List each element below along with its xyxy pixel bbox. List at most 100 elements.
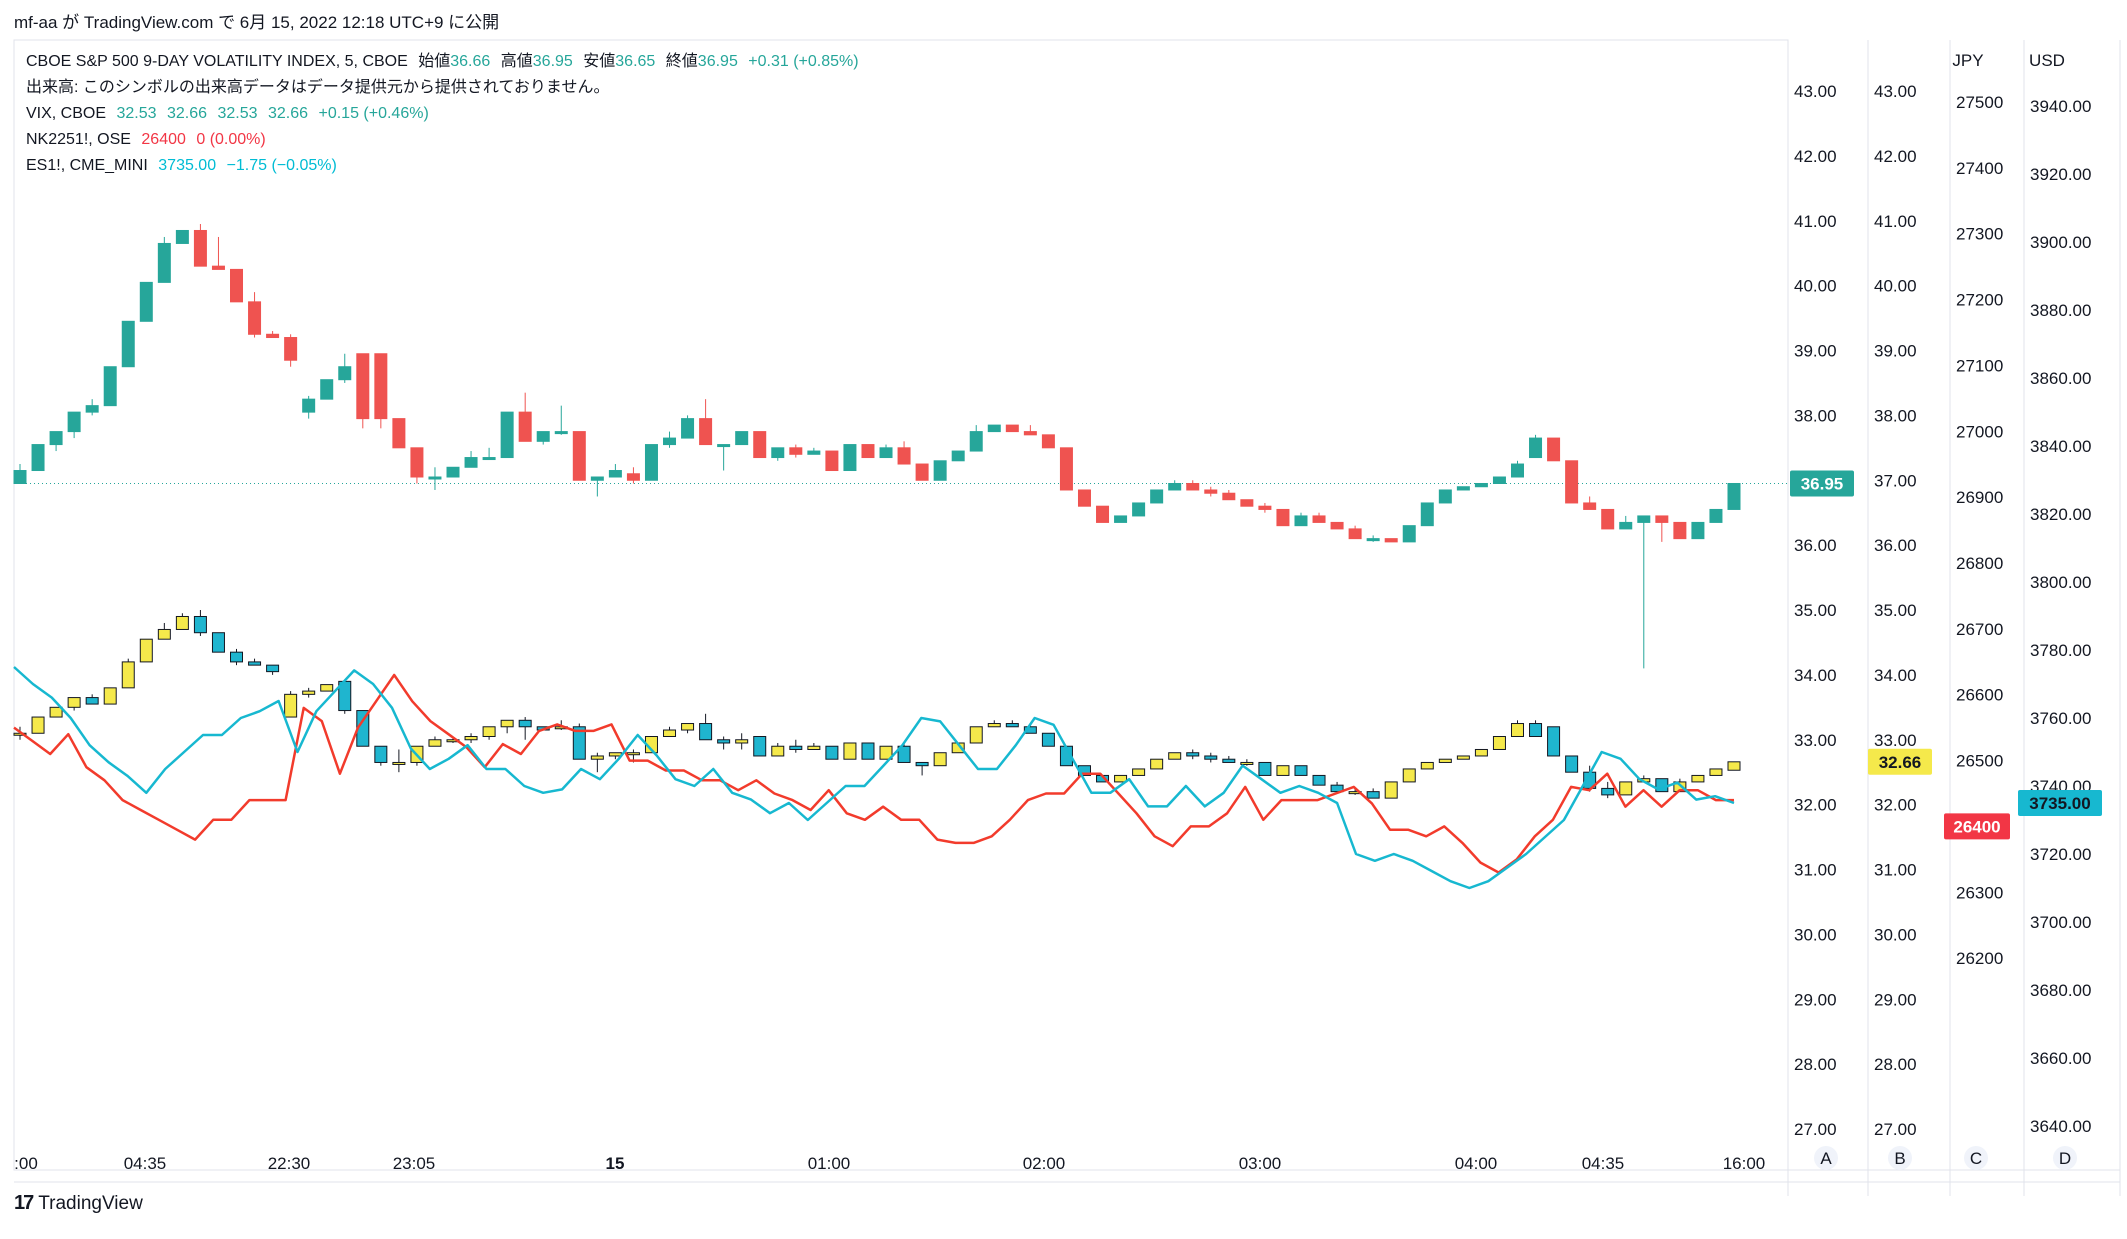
vix9d-candle[interactable] bbox=[410, 447, 424, 478]
vix-candle[interactable] bbox=[49, 706, 63, 718]
vix-candle[interactable] bbox=[1547, 726, 1561, 757]
vix-candle[interactable] bbox=[1402, 768, 1416, 783]
vix9d-candle[interactable] bbox=[1655, 515, 1669, 523]
vix9d-candle[interactable] bbox=[1565, 460, 1579, 504]
vix-candle[interactable] bbox=[103, 687, 117, 705]
vix9d-candle[interactable] bbox=[518, 411, 532, 442]
vix-candle[interactable] bbox=[1384, 781, 1398, 799]
vix-candle[interactable] bbox=[987, 723, 1001, 728]
vix9d-candle[interactable] bbox=[1258, 505, 1272, 510]
vix9d-candle[interactable] bbox=[644, 444, 658, 481]
vix-candle[interactable] bbox=[121, 661, 135, 689]
vix-candle[interactable] bbox=[879, 745, 893, 760]
vix-candle[interactable] bbox=[663, 729, 677, 738]
vix-candle[interactable] bbox=[933, 752, 947, 767]
vix9d-candle[interactable] bbox=[266, 333, 280, 339]
vix-candle[interactable] bbox=[1204, 755, 1218, 760]
vix-candle[interactable] bbox=[1276, 765, 1290, 776]
vix9d-candle[interactable] bbox=[771, 447, 785, 459]
vix-candle[interactable] bbox=[500, 719, 514, 728]
vix9d-candle[interactable] bbox=[572, 431, 586, 481]
vix9d-candle[interactable] bbox=[1186, 482, 1200, 491]
vix9d-candle[interactable] bbox=[193, 229, 207, 267]
vix-candle[interactable] bbox=[211, 632, 225, 653]
vix9d-candle[interactable] bbox=[1059, 447, 1073, 491]
vix-candle[interactable] bbox=[1492, 736, 1506, 750]
vix-candle[interactable] bbox=[1366, 791, 1380, 799]
vix-candle[interactable] bbox=[1601, 787, 1615, 796]
vix-candle[interactable] bbox=[789, 745, 803, 750]
vix9d-candle[interactable] bbox=[103, 366, 117, 407]
vix-candle[interactable] bbox=[1510, 723, 1524, 738]
vix9d-candle[interactable] bbox=[1492, 476, 1506, 484]
vix-candle[interactable] bbox=[1240, 761, 1254, 765]
vix-candle[interactable] bbox=[915, 761, 929, 767]
vix-candle[interactable] bbox=[1294, 765, 1308, 776]
vix9d-candle[interactable] bbox=[248, 301, 262, 335]
vix9d-candle[interactable] bbox=[1691, 521, 1705, 540]
vix-candle[interactable] bbox=[626, 752, 640, 756]
vix9d-candle[interactable] bbox=[1366, 538, 1380, 542]
vix9d-candle[interactable] bbox=[230, 268, 244, 303]
vix-candle[interactable] bbox=[1312, 774, 1326, 786]
vix9d-candle[interactable] bbox=[735, 431, 749, 446]
vix9d-candle[interactable] bbox=[211, 265, 225, 270]
vix9d-candle[interactable] bbox=[699, 418, 713, 446]
vix9d-candle[interactable] bbox=[663, 437, 677, 446]
vix-candle[interactable] bbox=[1150, 758, 1164, 770]
vix9d-candle[interactable] bbox=[13, 470, 27, 484]
vix9d-candle[interactable] bbox=[987, 424, 1001, 433]
vix9d-candle[interactable] bbox=[861, 444, 875, 459]
vix-candle[interactable] bbox=[1727, 761, 1741, 771]
vix9d-candle[interactable] bbox=[320, 379, 334, 400]
vix9d-candle[interactable] bbox=[1041, 434, 1055, 449]
vix9d-candle[interactable] bbox=[1510, 463, 1524, 478]
vix9d-candle[interactable] bbox=[1709, 508, 1723, 523]
vix9d-candle[interactable] bbox=[1240, 499, 1254, 507]
vix-candle[interactable] bbox=[193, 615, 207, 634]
vix9d-candle[interactable] bbox=[1114, 515, 1128, 523]
vix9d-candle[interactable] bbox=[356, 353, 370, 420]
vix9d-candle[interactable] bbox=[1384, 538, 1398, 543]
vix-candle[interactable] bbox=[1456, 755, 1470, 760]
vix9d-candle[interactable] bbox=[49, 431, 63, 446]
scale-button[interactable] bbox=[1964, 1146, 1988, 1170]
vix9d-candle[interactable] bbox=[428, 476, 442, 480]
vix9d-candle[interactable] bbox=[1547, 437, 1561, 462]
vix9d-candle[interactable] bbox=[536, 431, 550, 442]
vix9d-candle[interactable] bbox=[1529, 437, 1543, 459]
vix9d-candle[interactable] bbox=[1330, 521, 1344, 530]
vix9d-candle[interactable] bbox=[608, 470, 622, 478]
vix9d-candle[interactable] bbox=[85, 405, 99, 413]
vix-candle[interactable] bbox=[843, 742, 857, 760]
vix9d-candle[interactable] bbox=[1456, 486, 1470, 491]
vix-candle[interactable] bbox=[807, 745, 821, 750]
vix-candle[interactable] bbox=[1132, 768, 1146, 776]
vix-candle[interactable] bbox=[157, 628, 171, 640]
vix-candle[interactable] bbox=[464, 736, 478, 741]
vix9d-candle[interactable] bbox=[1420, 502, 1434, 527]
scale-button[interactable] bbox=[1814, 1146, 1838, 1170]
vix9d-candle[interactable] bbox=[1132, 502, 1146, 517]
vix9d-candle[interactable] bbox=[626, 473, 640, 481]
vix-candle[interactable] bbox=[1438, 758, 1452, 763]
vix-candle[interactable] bbox=[482, 726, 496, 738]
vix9d-candle[interactable] bbox=[753, 431, 767, 459]
vix9d-candle[interactable] bbox=[284, 337, 298, 361]
vix-candle[interactable] bbox=[1114, 774, 1128, 783]
vix-candle[interactable] bbox=[302, 690, 316, 695]
vix9d-candle[interactable] bbox=[302, 398, 316, 413]
vix9d-candle[interactable] bbox=[1474, 482, 1488, 488]
vix-candle[interactable] bbox=[1529, 723, 1543, 738]
vix9d-candle[interactable] bbox=[717, 444, 731, 448]
vix-candle[interactable] bbox=[392, 761, 406, 765]
vix-candle[interactable] bbox=[590, 755, 604, 760]
vix9d-candle[interactable] bbox=[500, 411, 514, 459]
scale-button[interactable] bbox=[2053, 1146, 2077, 1170]
vix-candle[interactable] bbox=[428, 739, 442, 747]
vix-candle[interactable] bbox=[825, 745, 839, 760]
vix-candle[interactable] bbox=[1691, 774, 1705, 783]
vix9d-candle[interactable] bbox=[157, 242, 171, 283]
vix9d-candle[interactable] bbox=[1583, 502, 1597, 510]
